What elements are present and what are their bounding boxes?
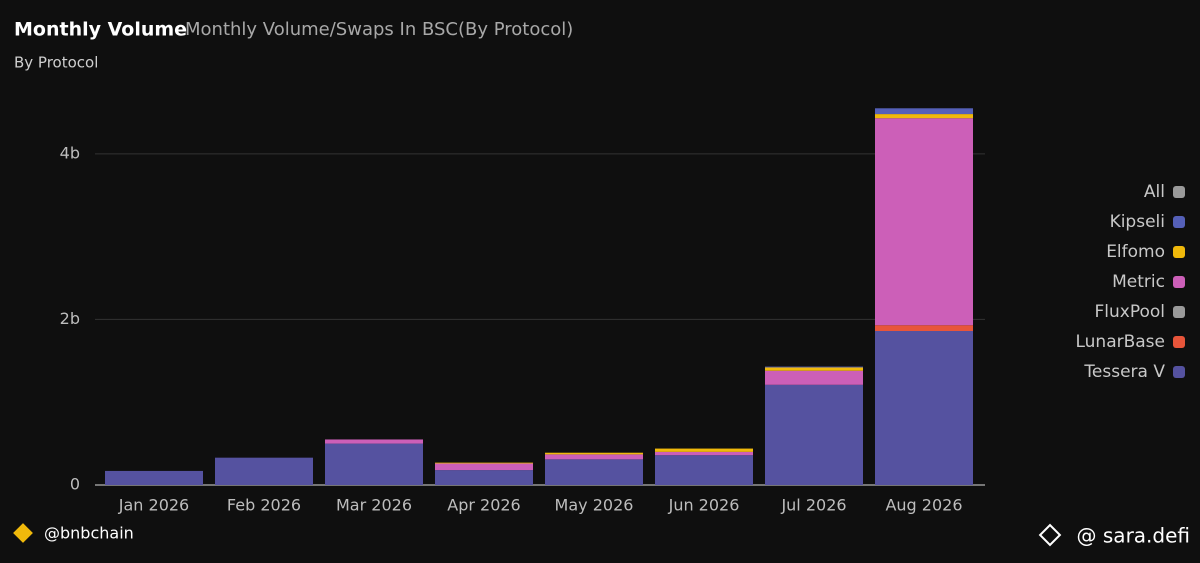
logo [1038, 523, 1062, 547]
bar-segment [325, 439, 423, 444]
legend-label: LunarBase [1075, 332, 1165, 352]
bar-segment [875, 118, 973, 326]
bar-segment [325, 443, 423, 485]
legend-marker [1173, 216, 1185, 228]
bar-segment [435, 463, 533, 471]
legend-marker [1173, 246, 1185, 258]
legend-marker [1173, 276, 1185, 288]
x-tick-label: Mar 2026 [336, 496, 412, 515]
bar-segment [545, 452, 643, 455]
bar-segment [215, 457, 313, 485]
chart-subtitle: Monthly Volume/Swaps In BSC(By Protocol) [185, 19, 573, 40]
bar-segment [875, 114, 973, 119]
bar-segment [545, 459, 643, 485]
bar-segment [105, 470, 203, 485]
x-tick-label: Jun 2026 [668, 496, 740, 515]
footer-left: @bnbchain [44, 524, 134, 543]
x-tick-label: Jan 2026 [118, 496, 189, 515]
bar-segment [435, 462, 533, 464]
legend-label: Elfomo [1106, 242, 1165, 262]
bar-segment [875, 108, 973, 115]
legend-marker [1173, 336, 1185, 348]
bar-segment [765, 366, 863, 368]
bar-segment [655, 455, 753, 485]
x-tick-label: May 2026 [555, 496, 634, 515]
footer-right: @ sara.defi [1077, 524, 1190, 548]
legend-label: All [1144, 182, 1165, 202]
bar-segment [765, 384, 863, 485]
legend-label: Tessera V [1083, 362, 1165, 382]
bar-segment [765, 370, 863, 385]
legend-label: FluxPool [1094, 302, 1165, 322]
legend-marker [1173, 186, 1185, 198]
x-tick-label: Feb 2026 [227, 496, 301, 515]
legend-marker [1173, 366, 1185, 378]
legend-label: Kipseli [1110, 212, 1165, 232]
legend-label: Metric [1112, 272, 1165, 292]
x-tick-label: Apr 2026 [447, 496, 520, 515]
bar-segment [765, 367, 863, 371]
chart-title: Monthly Volume [14, 19, 187, 41]
x-tick-label: Aug 2026 [885, 496, 962, 515]
legend-marker [1173, 306, 1185, 318]
y-tick-label: 2b [60, 309, 80, 328]
x-tick-label: Jul 2026 [780, 496, 846, 515]
y-tick-label: 4b [60, 143, 80, 162]
bar-segment [545, 454, 643, 460]
bar-segment [875, 325, 973, 331]
bar-segment [655, 451, 753, 456]
bar-segment [875, 331, 973, 485]
y-tick-label: 0 [70, 475, 80, 494]
bar-segment [435, 470, 533, 485]
bar-segment [655, 448, 753, 452]
group-label: By Protocol [14, 54, 98, 72]
